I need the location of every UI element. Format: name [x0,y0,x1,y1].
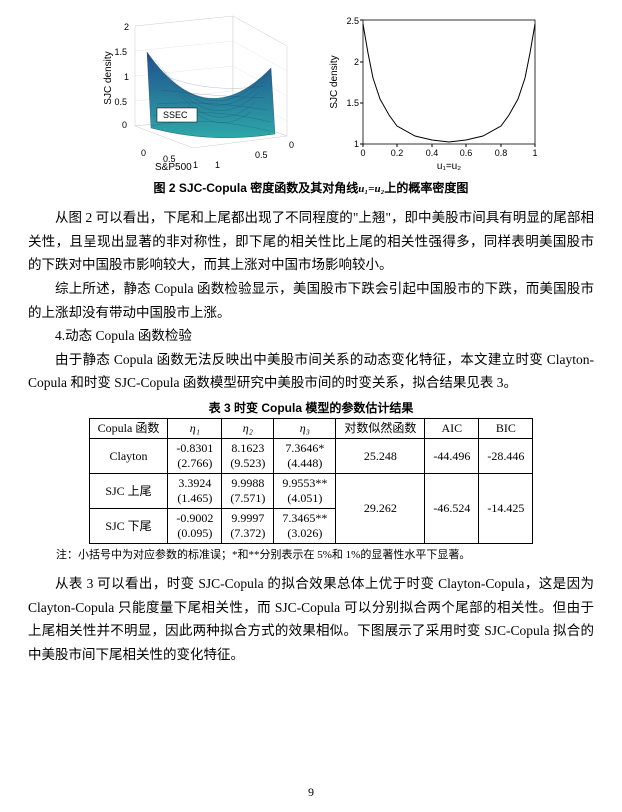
svg-text:0.5: 0.5 [255,150,268,160]
svg-text:0: 0 [360,148,365,158]
sjc-diagonal-density-chart: 2.5 2 1.5 1 0 0.2 0.4 0.6 0.8 1 [317,8,547,173]
paragraph-5: 从表 3 可以看出，时变 SJC-Copula 的拟合效果总体上优于时变 Cla… [28,572,594,667]
svg-text:1.5: 1.5 [114,47,127,57]
sjc-3d-density-chart: 2 1.5 1 0.5 0 0 0.5 1 0 0.5 1 SJC densit… [75,8,305,173]
table-header-row: Copula 函数 η₁ η₂ η₃ 对数似然函数 AIC BIC [89,419,533,439]
svg-text:SJC density: SJC density [103,51,114,104]
col-eta3: η₃ [274,419,336,439]
svg-text:2: 2 [354,57,359,67]
svg-text:2: 2 [124,22,129,32]
svg-text:1: 1 [193,160,198,170]
table-row: Clayton -0.8301(2.766) 8.1623(9.523) 7.3… [89,439,533,474]
svg-text:0.4: 0.4 [426,148,439,158]
table-3: Copula 函数 η₁ η₂ η₃ 对数似然函数 AIC BIC Clayto… [89,418,534,544]
svg-text:0: 0 [289,140,294,150]
table-row: SJC 上尾 3.3924(1.465) 9.9988(7.571) 9.955… [89,474,533,509]
table-3-note: 注：小括号中为对应参数的标准误；*和**分别表示在 5%和 1%的显著性水平下显… [56,546,566,562]
col-bic: BIC [479,419,533,439]
x-axis-label: S&P500 [155,162,192,173]
table-3-caption: 表 3 时变 Copula 模型的参数估计结果 [28,399,594,416]
col-eta1: η₁ [168,419,222,439]
col-aic: AIC [425,419,479,439]
svg-text:0: 0 [141,148,146,158]
svg-text:0.8: 0.8 [495,148,508,158]
svg-text:1: 1 [215,160,220,170]
svg-text:0.6: 0.6 [460,148,473,158]
svg-text:0: 0 [122,120,127,130]
svg-text:0.2: 0.2 [391,148,404,158]
legend-label: SSEC [163,110,188,120]
col-copula: Copula 函数 [89,419,168,439]
page-number: 9 [0,785,622,800]
col-eta2: η₂ [222,419,274,439]
paragraph-3: 4.动态 Copula 函数检验 [28,324,594,348]
paragraph-2: 综上所述，静态 Copula 函数检验显示，美国股市下跌会引起中国股市的下跌，而… [28,277,594,324]
paragraph-4: 由于静态 Copula 函数无法反映出中美股市间关系的动态变化特征，本文建立时变… [28,348,594,395]
svg-text:1: 1 [532,148,537,158]
x-axis-label-2d: u₁=u₂ [437,161,461,172]
col-ll: 对数似然函数 [336,419,425,439]
svg-text:1.5: 1.5 [346,98,359,108]
svg-text:2.5: 2.5 [346,16,359,26]
svg-text:0.5: 0.5 [114,97,127,107]
figure-row: 2 1.5 1 0.5 0 0 0.5 1 0 0.5 1 SJC densit… [28,8,594,173]
svg-text:1: 1 [124,72,129,82]
svg-text:1: 1 [354,139,359,149]
figure-2-caption: 图 2 SJC-Copula 密度函数及其对角线u₁=u₂上的概率密度图 [28,179,594,196]
svg-text:SJC density: SJC density [329,55,340,108]
paragraph-1: 从图 2 可以看出，下尾和上尾都出现了不同程度的"上翘"，即中美股市间具有明显的… [28,206,594,277]
